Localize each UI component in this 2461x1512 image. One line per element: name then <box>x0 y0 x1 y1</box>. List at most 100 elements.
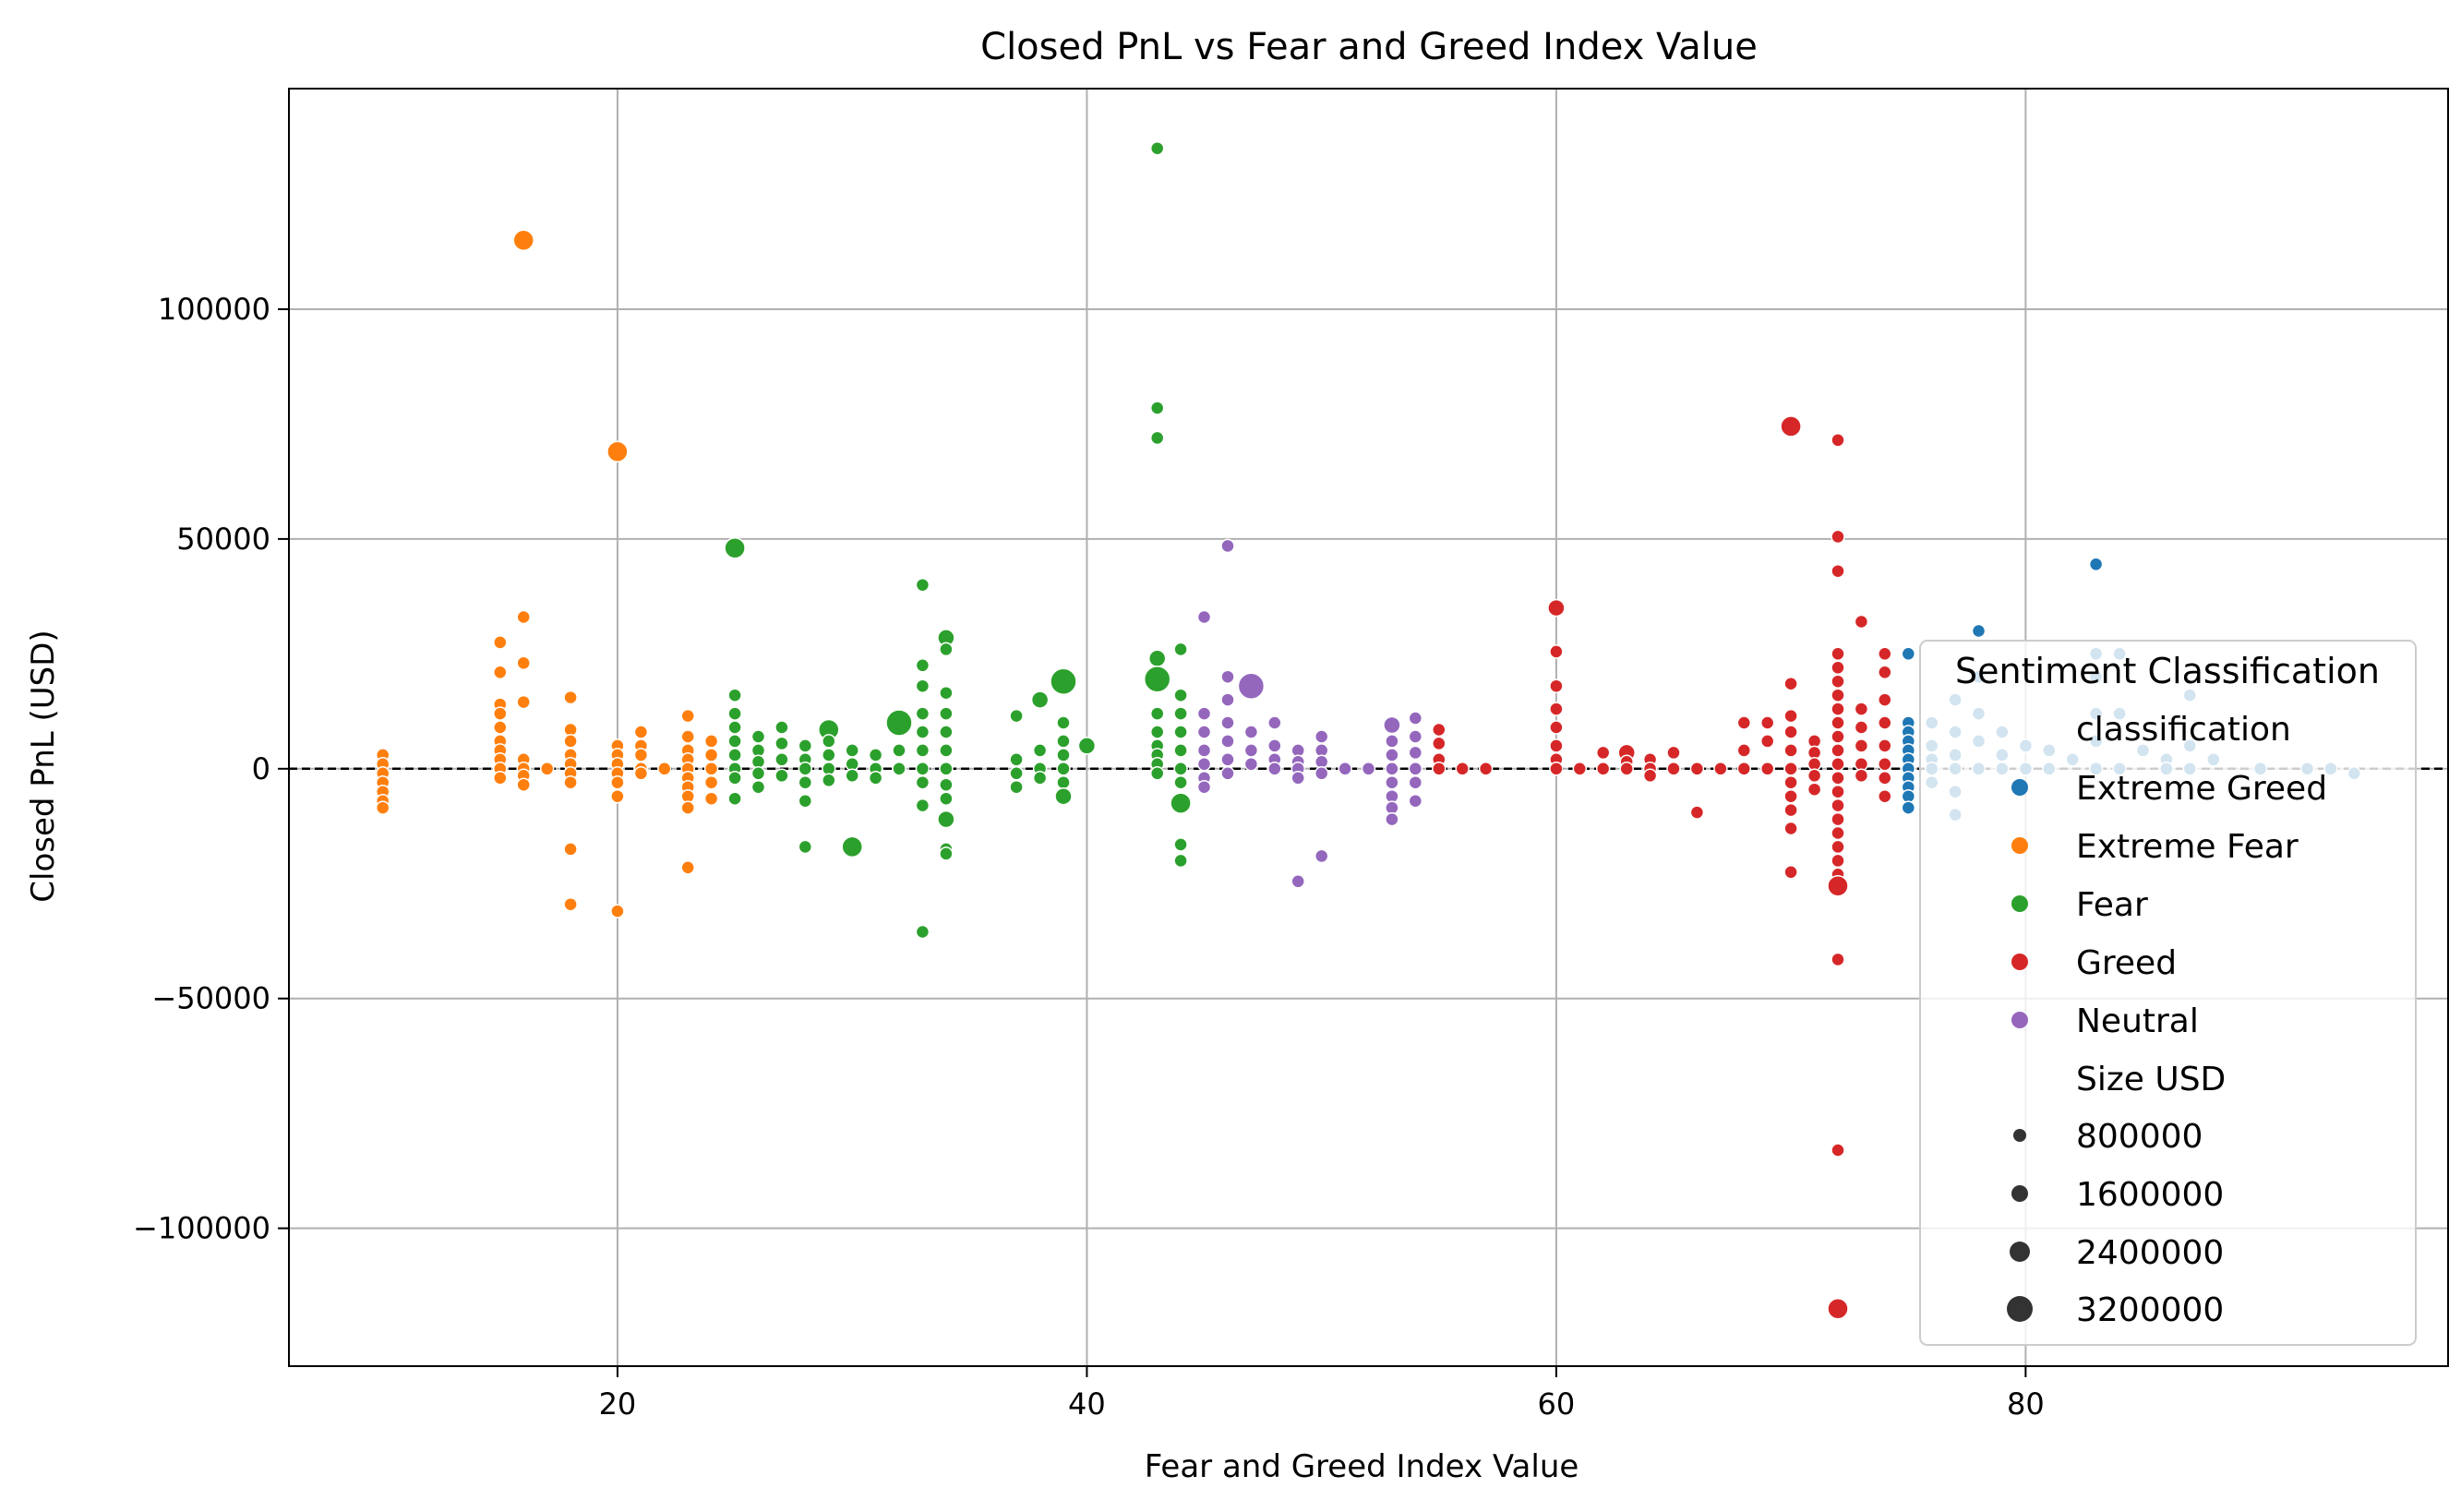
data-point-fear <box>1173 853 1188 869</box>
data-point-greed <box>1827 875 1849 897</box>
data-point-fear <box>774 768 789 784</box>
data-point-greed <box>1549 644 1564 659</box>
data-point-neutral <box>1385 762 1399 776</box>
plot-frame <box>288 88 2449 1367</box>
data-point-fear <box>939 791 954 806</box>
y-tick-label: 0 <box>252 751 270 786</box>
data-point-greed <box>1831 952 1845 967</box>
data-point-extreme-fear <box>493 665 508 680</box>
data-point-greed <box>1783 708 1798 724</box>
data-point-fear <box>868 771 883 786</box>
data-point-neutral <box>1220 669 1235 684</box>
data-point-extreme-fear <box>493 706 508 721</box>
data-point-neutral <box>1385 774 1399 790</box>
y-tick-label: 100000 <box>158 292 270 327</box>
data-point-fear <box>1173 762 1188 776</box>
data-point-neutral <box>1196 743 1212 758</box>
y-axis-label: Closed PnL (USD) <box>25 630 62 902</box>
data-point-greed <box>1478 762 1494 776</box>
data-point-extreme-fear <box>516 655 531 671</box>
data-point-fear <box>915 577 930 593</box>
data-point-fear <box>1173 743 1188 758</box>
data-point-extreme-fear <box>516 777 531 792</box>
data-point-fear <box>939 642 954 657</box>
data-point-fear <box>1009 779 1024 795</box>
data-point-extreme-fear <box>563 690 578 705</box>
data-point-greed <box>1689 805 1705 820</box>
data-point-neutral <box>1243 743 1259 758</box>
data-point-greed <box>1878 646 1892 662</box>
legend-marker-greed <box>2011 954 2028 970</box>
data-point-fear <box>1143 665 1171 693</box>
data-point-neutral <box>1385 734 1399 749</box>
data-point-greed <box>1831 563 1845 579</box>
data-point-greed <box>1619 762 1634 776</box>
data-point-extreme-fear <box>563 842 578 857</box>
data-point-greed <box>1783 821 1798 836</box>
data-point-greed <box>1783 725 1798 739</box>
data-point-fear <box>822 748 836 762</box>
legend-size-label-1: 800000 <box>2076 1118 2203 1156</box>
data-point-extreme-greed <box>1901 800 1916 815</box>
data-point-fear <box>822 773 836 788</box>
legend-marker-extreme-fear <box>2011 837 2028 854</box>
data-point-fear <box>1056 715 1071 730</box>
data-point-greed <box>1878 692 1892 707</box>
data-point-greed <box>1595 745 1611 761</box>
data-point-extreme-fear <box>493 720 508 735</box>
data-point-neutral <box>1291 771 1305 786</box>
y-tick-label: −100000 <box>133 1211 270 1246</box>
data-point-greed <box>1831 757 1845 772</box>
data-point-neutral <box>1196 757 1212 772</box>
data-point-neutral <box>1267 715 1282 730</box>
data-point-fear <box>1149 725 1165 739</box>
data-point-greed <box>1455 762 1470 776</box>
data-point-greed <box>1432 722 1447 738</box>
data-point-neutral <box>1243 757 1259 772</box>
data-point-fear <box>1149 706 1165 721</box>
x-tick-label: 60 <box>1538 1386 1576 1422</box>
data-point-extreme-fear <box>493 635 508 650</box>
data-point-fear <box>798 738 813 753</box>
data-point-fear <box>1056 734 1071 749</box>
data-point-extreme-fear <box>703 734 719 749</box>
data-point-fear <box>1032 771 1048 786</box>
data-point-fear <box>915 762 930 776</box>
data-point-fear <box>1173 725 1188 739</box>
data-point-fear <box>1009 752 1024 767</box>
data-point-greed <box>1878 715 1892 730</box>
data-point-fear <box>841 835 863 858</box>
data-point-fear <box>915 924 930 940</box>
data-point-fear <box>1170 792 1192 814</box>
data-point-greed <box>1807 768 1822 784</box>
data-point-fear <box>750 766 766 781</box>
legend-size-marker-2 <box>2011 1185 2028 1202</box>
data-point-neutral <box>1220 734 1235 749</box>
data-point-fear <box>915 743 930 758</box>
data-point-fear <box>727 734 742 749</box>
data-point-fear <box>1173 688 1188 702</box>
series-extreme-fear <box>375 229 719 918</box>
data-point-neutral <box>1314 766 1329 781</box>
data-point-neutral <box>1408 762 1423 776</box>
data-point-greed <box>1831 646 1845 662</box>
data-point-neutral <box>1385 748 1399 762</box>
data-point-greed <box>1642 768 1658 784</box>
data-point-greed <box>1595 762 1611 776</box>
data-point-fear <box>915 678 930 693</box>
legend-size-label-3: 2400000 <box>2076 1234 2224 1272</box>
data-point-neutral <box>1408 745 1423 761</box>
data-point-greed <box>1878 788 1892 804</box>
data-point-neutral <box>1220 538 1235 554</box>
legend-label-extreme-greed: Extreme Greed <box>2076 770 2327 808</box>
data-point-neutral <box>1220 715 1235 730</box>
data-point-fear <box>727 688 742 702</box>
data-point-greed <box>1831 433 1845 448</box>
legend-marker-extreme-greed <box>2011 779 2028 796</box>
data-point-fear <box>1173 642 1188 657</box>
data-point-greed <box>1831 729 1845 744</box>
data-point-greed <box>1736 762 1752 776</box>
data-point-fear <box>1030 690 1050 709</box>
legend-marker-neutral <box>2011 1012 2028 1028</box>
